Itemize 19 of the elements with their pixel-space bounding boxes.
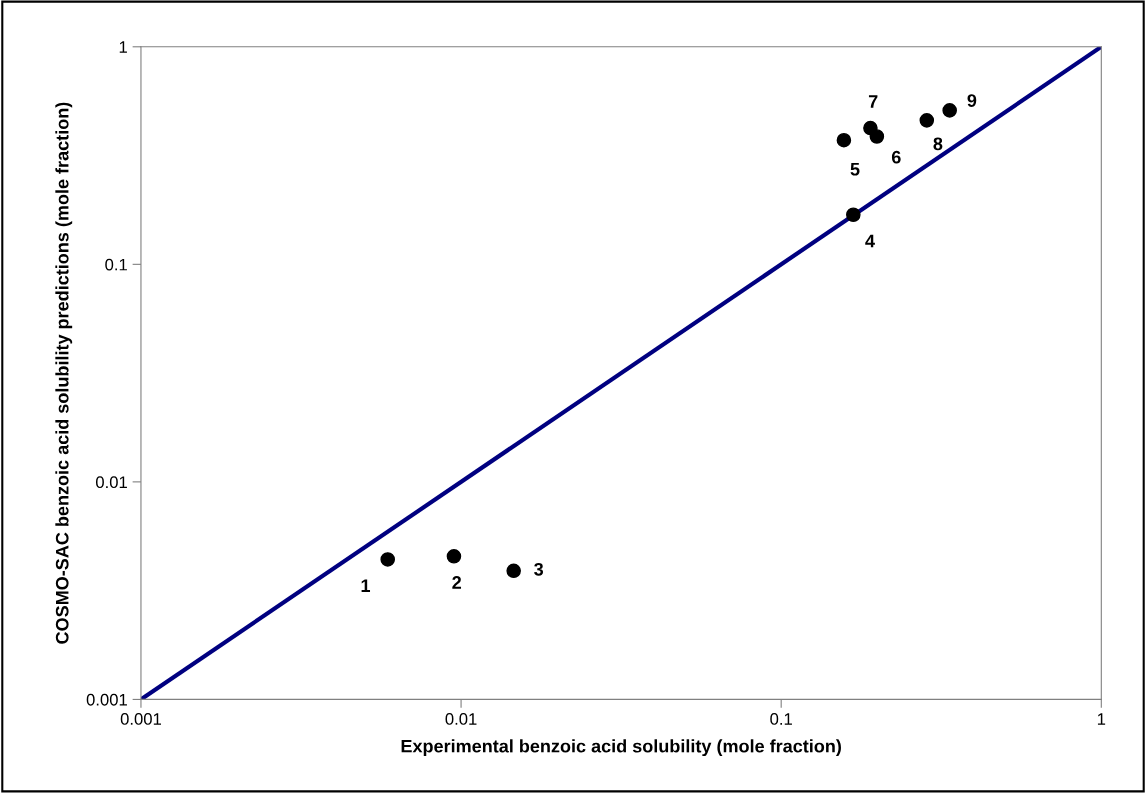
- annotation: 5: [850, 163, 860, 176]
- annotation: 8: [933, 137, 943, 151]
- y-tick-label: 0.001: [86, 693, 127, 706]
- x-axis-title: Experimental benzoic acid solubility (mole fraction): [401, 739, 841, 757]
- y-tick-label: 0.01: [95, 476, 127, 489]
- annotation: 7: [868, 95, 878, 108]
- y-tick-label: 0.1: [105, 258, 127, 271]
- annotation: 3: [534, 562, 544, 576]
- y-axis-title: COSMO-SAC benzoic acid solubility predictions (mole fraction): [55, 102, 73, 644]
- annotation: 6: [891, 150, 901, 164]
- annotation: 2: [452, 576, 462, 589]
- x-tick-label: 1: [1097, 713, 1106, 725]
- annotation: 4: [865, 234, 875, 248]
- x-tick-label: 0.01: [445, 713, 477, 725]
- x-tick-label: 0.1: [770, 713, 792, 725]
- x-tick-label: 0.001: [120, 713, 161, 725]
- annotation: 9: [967, 94, 977, 107]
- annotation: 1: [361, 579, 371, 592]
- y-tick-label: 1: [119, 41, 127, 53]
